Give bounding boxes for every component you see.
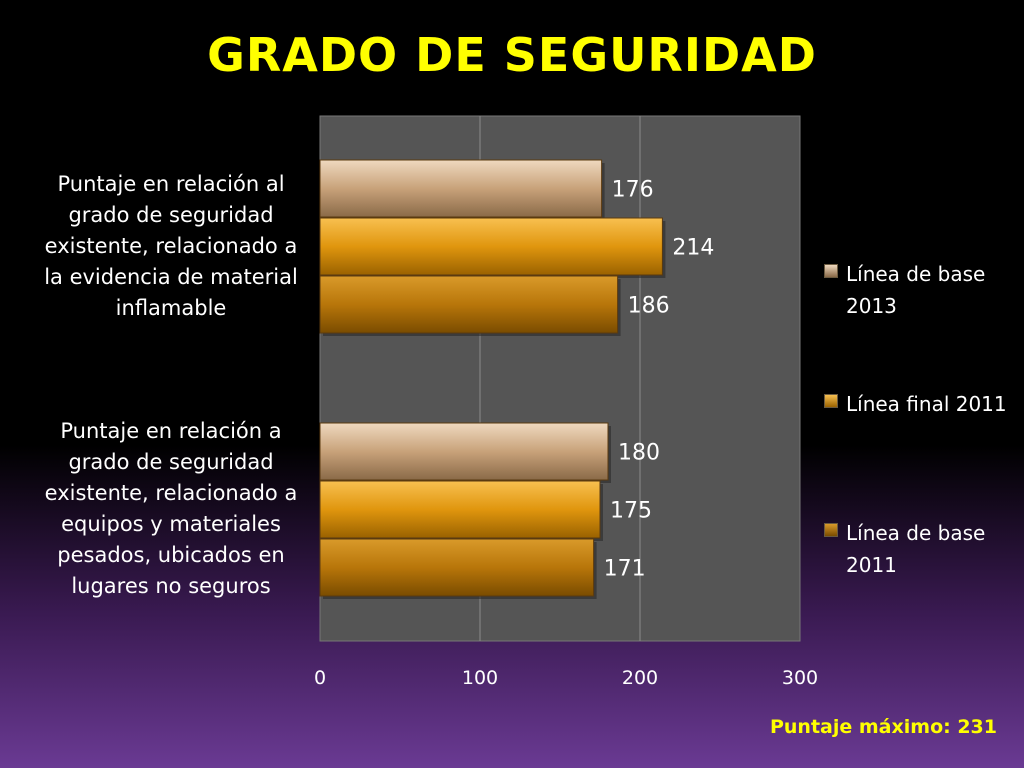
legend-swatch-base-2013 [824, 264, 838, 278]
bar-final-2011-cat1 [319, 480, 601, 539]
category-label-heavy-equipment: Puntaje en relación a grado de seguridad… [44, 419, 298, 598]
legend-swatch-final-2011 [824, 394, 838, 408]
legend-label-base-2013: Línea de base 2013 [846, 262, 986, 318]
bar-base-2011-cat1 [319, 538, 595, 597]
x-tick-label: 0 [314, 667, 326, 689]
x-axis-ticks: 0 100 200 300 [314, 667, 818, 689]
data-label-base-2011-cat0: 186 [628, 294, 670, 319]
data-labels: 176 214 186 180 175 171 [604, 178, 715, 582]
x-tick-label: 300 [782, 667, 818, 689]
legend-label-final-2011: Línea final 2011 [846, 392, 1007, 416]
x-tick-label: 200 [622, 667, 658, 689]
bar-base-2013-cat1 [319, 422, 609, 481]
legend-swatch-base-2011 [824, 523, 838, 537]
x-tick-label: 100 [462, 667, 498, 689]
data-label-base-2013-cat0: 176 [612, 178, 654, 203]
slide-title: GRADO DE SEGURIDAD [207, 28, 817, 82]
bar-final-2011-cat0 [319, 217, 663, 276]
legend-label-base-2011: Línea de base 2011 [846, 521, 986, 577]
data-label-base-2011-cat1: 171 [604, 557, 646, 582]
data-label-final-2011-cat1: 175 [610, 499, 652, 524]
category-label-flammable-material: Puntaje en relación al grado de segurida… [44, 172, 298, 320]
bar-base-2011-cat0 [319, 275, 619, 334]
data-label-base-2013-cat1: 180 [618, 441, 660, 466]
data-label-final-2011-cat0: 214 [672, 236, 714, 261]
bar-base-2013-cat0 [319, 159, 603, 218]
max-score-note: Puntaje máximo: 231 [769, 716, 997, 738]
bars [319, 159, 666, 599]
